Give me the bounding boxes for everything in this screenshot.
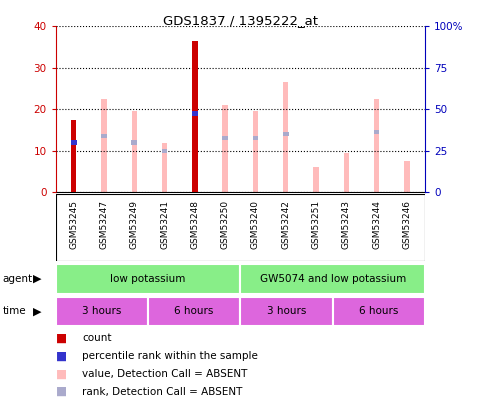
Text: ■: ■ xyxy=(56,367,67,380)
Bar xyxy=(222,136,228,141)
Bar xyxy=(223,105,228,192)
Bar xyxy=(283,82,288,192)
Bar xyxy=(131,111,137,192)
Text: count: count xyxy=(82,333,112,343)
Bar xyxy=(56,264,241,294)
Bar xyxy=(192,111,198,115)
Text: GSM53245: GSM53245 xyxy=(69,200,78,249)
Bar xyxy=(192,41,198,192)
Bar xyxy=(241,297,333,326)
Bar xyxy=(313,168,319,192)
Text: GSM53244: GSM53244 xyxy=(372,200,381,249)
Text: GSM53249: GSM53249 xyxy=(130,200,139,249)
Bar xyxy=(71,120,76,192)
Text: time: time xyxy=(2,307,26,316)
Bar xyxy=(283,132,288,136)
Bar xyxy=(148,297,241,326)
Bar xyxy=(241,264,425,294)
Bar xyxy=(162,143,167,192)
Text: GSM53241: GSM53241 xyxy=(160,200,169,249)
Text: ▶: ▶ xyxy=(33,307,42,316)
Text: ■: ■ xyxy=(56,385,67,398)
Bar xyxy=(374,99,379,192)
Bar xyxy=(101,134,107,139)
Text: rank, Detection Call = ABSENT: rank, Detection Call = ABSENT xyxy=(82,387,242,396)
Text: percentile rank within the sample: percentile rank within the sample xyxy=(82,351,258,361)
Text: GSM53247: GSM53247 xyxy=(99,200,109,249)
Bar xyxy=(56,297,148,326)
Text: low potassium: low potassium xyxy=(110,274,185,284)
Text: 6 hours: 6 hours xyxy=(174,307,214,316)
Text: GSM53243: GSM53243 xyxy=(342,200,351,249)
Text: ■: ■ xyxy=(56,332,67,345)
Bar xyxy=(374,130,380,134)
Bar xyxy=(333,297,425,326)
Bar xyxy=(253,111,258,192)
Text: GSM53242: GSM53242 xyxy=(281,200,290,249)
Bar xyxy=(71,141,77,145)
Text: 3 hours: 3 hours xyxy=(82,307,121,316)
Text: GSM53246: GSM53246 xyxy=(402,200,412,249)
Text: value, Detection Call = ABSENT: value, Detection Call = ABSENT xyxy=(82,369,247,379)
Text: 6 hours: 6 hours xyxy=(359,307,398,316)
Bar xyxy=(343,153,349,192)
Bar xyxy=(101,99,107,192)
Text: GW5074 and low potassium: GW5074 and low potassium xyxy=(259,274,406,284)
Bar xyxy=(404,161,410,192)
Text: ■: ■ xyxy=(56,350,67,362)
Text: GSM53251: GSM53251 xyxy=(312,200,321,249)
Text: GDS1837 / 1395222_at: GDS1837 / 1395222_at xyxy=(163,14,318,27)
Text: GSM53240: GSM53240 xyxy=(251,200,260,249)
Bar xyxy=(162,149,168,153)
Text: GSM53248: GSM53248 xyxy=(190,200,199,249)
Text: agent: agent xyxy=(2,274,32,284)
Bar xyxy=(253,136,258,141)
Text: GSM53250: GSM53250 xyxy=(221,200,229,249)
Text: 3 hours: 3 hours xyxy=(267,307,306,316)
Bar xyxy=(131,141,137,145)
Text: ▶: ▶ xyxy=(33,274,42,284)
